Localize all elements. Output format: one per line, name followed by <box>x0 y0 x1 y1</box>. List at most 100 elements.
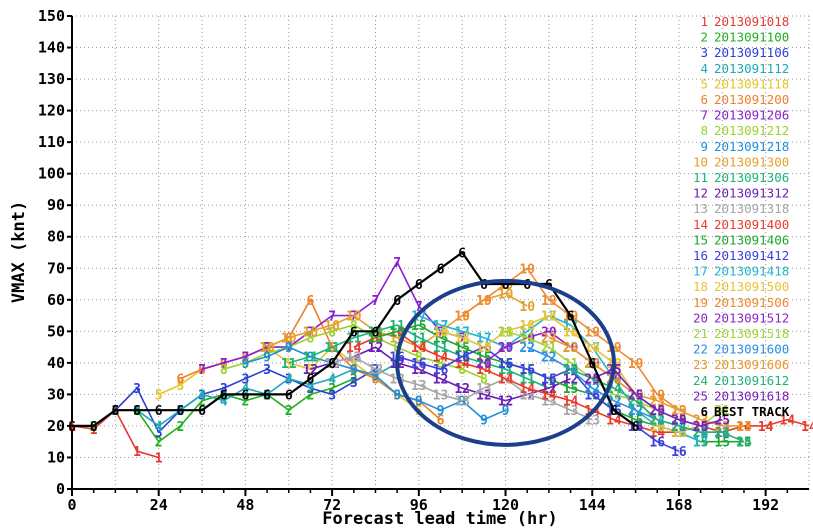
series-point: 9 <box>350 363 358 378</box>
x-tick-label: 72 <box>323 496 341 514</box>
series-point: 23 <box>628 388 644 403</box>
legend-id: 11 <box>693 170 708 185</box>
series-point: 4 <box>220 395 228 410</box>
series-point: 24 <box>693 426 709 441</box>
legend-label: 2013091118 <box>714 76 789 91</box>
series-point: 6 <box>437 262 445 277</box>
series-point: 12 <box>368 341 384 356</box>
series-point: 5 <box>372 373 380 388</box>
series-point: 6 <box>241 388 249 403</box>
series-point: 1 <box>133 445 141 460</box>
series-point: 10 <box>324 319 340 334</box>
series-point: 14 <box>519 382 535 397</box>
series-point: 3 <box>328 388 336 403</box>
series-point: 19 <box>454 310 470 325</box>
series-point: 13 <box>454 395 470 410</box>
series-point: 9 <box>458 395 466 410</box>
series-point: 13 <box>368 363 384 378</box>
legend-label: 2013091618 <box>714 388 789 403</box>
series-point: 6 <box>285 332 293 347</box>
series-point: 6 <box>285 388 293 403</box>
series-point: 14 <box>779 414 795 429</box>
legend-label: 2013091212 <box>714 123 789 138</box>
x-tick-label: 192 <box>752 496 779 514</box>
series-point: 25 <box>628 388 644 403</box>
series-point: 15 <box>714 436 730 451</box>
series-line <box>331 355 593 421</box>
legend-entry: 12 2013091312 <box>693 186 789 201</box>
series-point: 16 <box>411 357 427 372</box>
series-point: 8 <box>263 347 271 362</box>
series-point: 20 <box>498 341 514 356</box>
legend-id: 1 <box>700 14 708 29</box>
series-point: 19 <box>541 294 557 309</box>
series-point: 5 <box>220 357 228 372</box>
series-point: 7 <box>328 310 336 325</box>
series-point: 10 <box>498 287 514 302</box>
series-point: 18 <box>649 420 665 435</box>
series-point: 9 <box>263 351 271 366</box>
series-point: 22 <box>628 404 644 419</box>
series-line <box>201 261 463 370</box>
legend-label: 2013091112 <box>714 61 789 76</box>
legend-label: 2013091106 <box>714 45 789 60</box>
series-point: 7 <box>393 256 401 271</box>
series-point: 14 <box>649 426 665 441</box>
legend-id: 19 <box>693 295 708 310</box>
series-point: 20 <box>476 357 492 372</box>
series-point: 6 <box>263 341 271 356</box>
series-point: 9 <box>480 414 488 429</box>
series-point: 22 <box>541 351 557 366</box>
series-point: 16 <box>606 404 622 419</box>
series-point: 21 <box>498 325 514 340</box>
series-point: 6 <box>111 404 119 419</box>
series-point: 6 <box>588 357 596 372</box>
series-point: 12 <box>476 388 492 403</box>
series-point: 6 <box>328 341 336 356</box>
series-point: 2 <box>307 388 315 403</box>
legend-entry: 21 2013091518 <box>693 326 789 341</box>
series-point: 1 <box>111 404 119 419</box>
series-point: 6 <box>393 388 401 403</box>
legend-entry: 25 2013091618 <box>693 388 789 403</box>
series-point: 6 <box>372 325 380 340</box>
series-point: 8 <box>480 373 488 388</box>
legend-label: 2013091306 <box>714 170 789 185</box>
legend-entry: 11 2013091306 <box>693 170 789 185</box>
y-tick-label: 0 <box>56 480 65 498</box>
legend-label: 2013091312 <box>714 186 789 201</box>
y-tick-label: 70 <box>47 259 65 277</box>
series-point: 10 <box>519 300 535 315</box>
series-point: 16 <box>671 445 687 460</box>
series-point: 9 <box>502 404 510 419</box>
series-point: 16 <box>498 357 514 372</box>
series-point: 6 <box>567 310 575 325</box>
series-point: 14 <box>801 420 813 435</box>
legend-id: 12 <box>693 186 708 201</box>
series-line <box>418 314 701 443</box>
series-point: 6 <box>480 278 488 293</box>
series-point: 13 <box>541 395 557 410</box>
x-tick-label: 168 <box>665 496 692 514</box>
y-tick-label: 140 <box>38 39 65 57</box>
series-line <box>570 368 745 443</box>
series-point: 5 <box>176 379 184 394</box>
legend-id: 10 <box>693 154 708 169</box>
series-point: 16 <box>519 363 535 378</box>
series-point: 15 <box>411 319 427 334</box>
series-point: 6 <box>68 420 76 435</box>
series-point: 6 <box>328 357 336 372</box>
series-point: 12 <box>563 373 579 388</box>
y-tick-label: 110 <box>38 133 65 151</box>
series-point: 6 <box>307 373 315 388</box>
series-point: 13 <box>563 404 579 419</box>
series-point: 9 <box>393 388 401 403</box>
series-point: 10 <box>346 310 362 325</box>
x-axis-title: Forecast lead time (hr) <box>322 509 557 529</box>
series-point: 6 <box>176 404 184 419</box>
legend-id: 24 <box>693 373 708 388</box>
